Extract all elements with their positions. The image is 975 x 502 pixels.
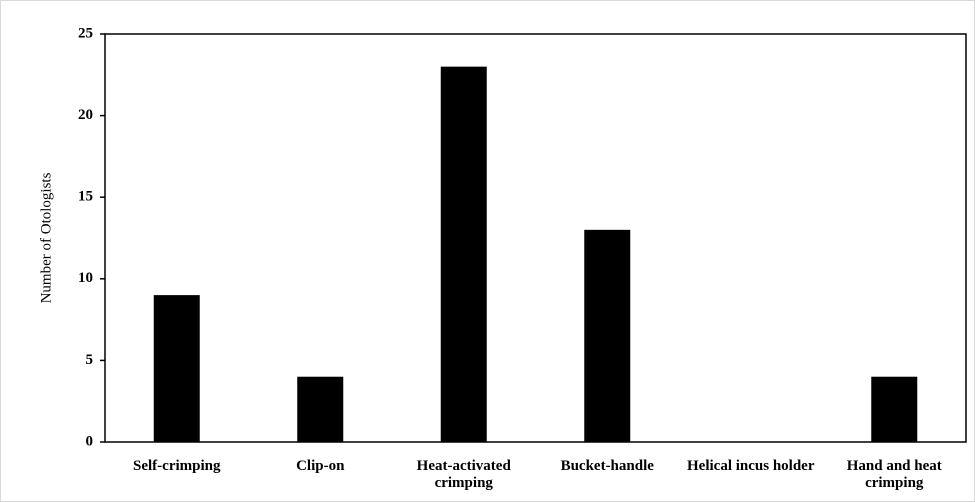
bar (297, 376, 344, 442)
y-tick-label: 5 (86, 352, 94, 368)
bar (440, 66, 487, 442)
bar (871, 376, 918, 442)
x-tick-label: Clip-on (296, 458, 345, 474)
y-tick-label: 15 (78, 189, 93, 205)
x-tick-label: Helical incus holder (687, 458, 815, 474)
y-tick-label: 25 (78, 25, 93, 41)
plot-frame (104, 33, 967, 443)
bar (153, 295, 200, 442)
x-tick-label: Heat-activated crimping (416, 458, 511, 491)
y-tick-label: 0 (86, 433, 94, 449)
x-tick-label: Bucket-handle (560, 458, 654, 474)
x-tick-label: Hand and heat crimping (846, 458, 942, 491)
x-tick-label: Self-crimping (133, 458, 221, 474)
y-tick-label: 20 (78, 107, 93, 123)
y-tick-label: 10 (78, 270, 93, 286)
bar (584, 229, 631, 442)
y-axis-label: Number of Otologists (38, 172, 54, 303)
